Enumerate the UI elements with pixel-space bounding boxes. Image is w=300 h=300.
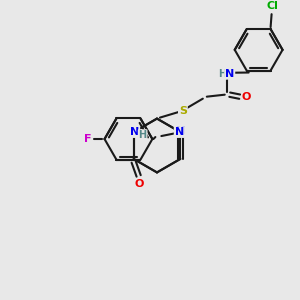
Text: N: N xyxy=(225,69,234,79)
Text: F: F xyxy=(84,134,91,144)
Text: O: O xyxy=(135,179,144,189)
Text: N: N xyxy=(175,127,184,137)
Text: O: O xyxy=(242,92,251,102)
Text: N: N xyxy=(176,126,185,136)
Text: H: H xyxy=(139,130,147,140)
Text: N: N xyxy=(130,127,139,137)
Text: Cl: Cl xyxy=(267,1,278,11)
Text: S: S xyxy=(179,106,187,116)
Text: H: H xyxy=(218,69,226,79)
